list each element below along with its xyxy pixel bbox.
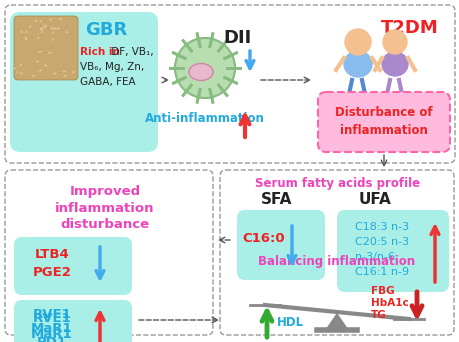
Text: DF, VB₁,: DF, VB₁,	[108, 47, 153, 57]
FancyBboxPatch shape	[14, 237, 132, 295]
Text: MaR1: MaR1	[31, 321, 73, 334]
Circle shape	[382, 30, 406, 54]
FancyBboxPatch shape	[14, 16, 78, 80]
Text: RVE1: RVE1	[33, 307, 71, 320]
Circle shape	[174, 38, 235, 98]
Text: inflammation: inflammation	[339, 123, 427, 136]
Text: Anti-inflammation: Anti-inflammation	[145, 111, 264, 124]
FancyBboxPatch shape	[14, 302, 132, 342]
Polygon shape	[325, 314, 347, 330]
Circle shape	[174, 38, 235, 98]
Text: Rich in: Rich in	[80, 47, 120, 57]
Text: DII: DII	[224, 29, 252, 47]
Text: Balancing inflammation: Balancing inflammation	[258, 255, 414, 268]
Ellipse shape	[189, 64, 213, 80]
Text: MaR1: MaR1	[31, 328, 73, 341]
Text: HbA1c: HbA1c	[370, 298, 408, 308]
FancyBboxPatch shape	[236, 210, 325, 280]
Text: Disturbance of: Disturbance of	[335, 106, 432, 119]
Text: GABA, FEA: GABA, FEA	[80, 77, 135, 87]
Ellipse shape	[381, 52, 407, 76]
Ellipse shape	[343, 51, 371, 77]
Text: LTB4: LTB4	[34, 248, 69, 261]
Text: C16:0: C16:0	[242, 232, 285, 245]
FancyBboxPatch shape	[336, 210, 448, 292]
Text: Improved: Improved	[69, 185, 140, 198]
Text: C20:5 n-3: C20:5 n-3	[354, 237, 408, 247]
Text: n-3/n-6: n-3/n-6	[354, 252, 394, 262]
FancyBboxPatch shape	[10, 12, 157, 152]
Text: PD1: PD1	[37, 336, 67, 342]
Text: Serum fatty acids profile: Serum fatty acids profile	[255, 176, 420, 189]
Text: PGE2: PGE2	[33, 265, 71, 278]
Text: GBR: GBR	[85, 21, 127, 39]
FancyBboxPatch shape	[317, 92, 449, 152]
Text: TG: TG	[370, 310, 386, 320]
Text: RVE1: RVE1	[33, 312, 71, 325]
Text: C16:1 n-9: C16:1 n-9	[354, 267, 408, 277]
Text: T2DM: T2DM	[381, 19, 438, 37]
Text: FBG: FBG	[370, 286, 394, 296]
Text: C18:3 n-3: C18:3 n-3	[354, 222, 408, 232]
Text: inflammation: inflammation	[55, 201, 154, 214]
Text: HDL: HDL	[276, 316, 303, 329]
Text: UFA: UFA	[358, 193, 391, 208]
Circle shape	[344, 29, 370, 55]
Text: disturbance: disturbance	[60, 218, 149, 231]
Text: SFA: SFA	[261, 193, 292, 208]
Text: VB₆, Mg, Zn,: VB₆, Mg, Zn,	[80, 62, 144, 72]
FancyBboxPatch shape	[14, 300, 132, 342]
